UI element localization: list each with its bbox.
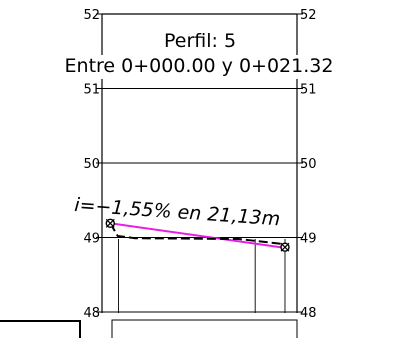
vertex-marker-2: [280, 242, 290, 252]
tick-label-left-49: 49: [83, 232, 100, 247]
marker-layer: [105, 218, 290, 252]
tick-label-right-52: 52: [300, 8, 317, 23]
title-line1: Perfil: 5: [164, 30, 236, 52]
series-design: [110, 222, 286, 249]
tick-label-right-48: 48: [300, 306, 317, 321]
tick-label-right-51: 51: [300, 83, 317, 98]
slope-annotation: i=−1,55% en 21,13m: [74, 194, 281, 230]
grid-lines: [96, 13, 303, 313]
band-right-box: [111, 319, 298, 338]
series-terrain: [109, 222, 286, 246]
tick-label-right-50: 50: [300, 157, 317, 172]
tick-labels: 52 52 51 51 50 50 49 49 48 48: [83, 8, 316, 321]
tick-label-left-50: 50: [83, 157, 100, 172]
tick-label-left-51: 51: [83, 83, 100, 98]
title-line2-background: [28, 55, 370, 79]
title-line2: Entre 0+000.00 y 0+021.32: [65, 55, 334, 77]
series-layer: [109, 222, 286, 249]
tick-label-right-49: 49: [300, 232, 317, 247]
vertex-marker-1: [105, 218, 115, 229]
tick-label-left-52: 52: [83, 8, 100, 23]
tick-label-left-48: 48: [83, 306, 100, 321]
station-lines: [118, 238, 286, 313]
band-left-box: [0, 320, 81, 338]
